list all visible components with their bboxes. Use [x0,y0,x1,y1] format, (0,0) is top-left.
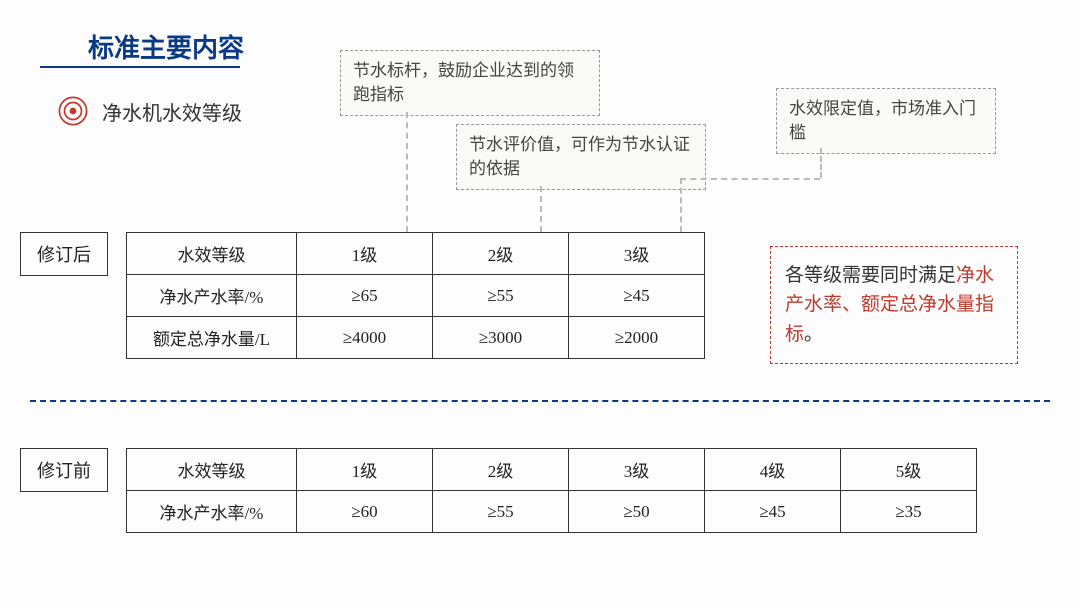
cell: 净水产水率/% [127,275,297,317]
connector-2 [540,186,542,232]
section-label: 净水机水效等级 [102,97,242,126]
connector-1 [406,112,408,232]
after-table: 水效等级 1级 2级 3级 净水产水率/% ≥65 ≥55 ≥45 额定总净水量… [126,232,705,359]
cell: ≥3000 [433,317,569,359]
cell: 1级 [297,449,433,491]
table-row: 水效等级 1级 2级 3级 4级 5级 [127,449,977,491]
cell: ≥45 [705,491,841,533]
cell: ≥4000 [297,317,433,359]
before-table-wrap: 修订前 水效等级 1级 2级 3级 4级 5级 净水产水率/% ≥60 ≥55 … [20,448,977,533]
cell: 2级 [433,449,569,491]
cell: ≥45 [569,275,705,317]
callout-2: 节水评价值，可作为节水认证的依据 [456,124,706,190]
before-label: 修订前 [20,448,108,492]
cell: ≥2000 [569,317,705,359]
cell: 3级 [569,449,705,491]
note-line1: 各等级需要同时满足 [785,265,956,286]
cell: ≥55 [433,275,569,317]
callout-1: 节水标杆，鼓励企业达到的领跑指标 [340,50,600,116]
note-box: 各等级需要同时满足净水产水率、额定总净水量指标。 [770,246,1018,364]
after-table-wrap: 修订后 水效等级 1级 2级 3级 净水产水率/% ≥65 ≥55 ≥45 额定… [20,232,705,359]
cell: ≥60 [297,491,433,533]
connector-3 [820,148,822,178]
table-row: 净水产水率/% ≥65 ≥55 ≥45 [127,275,705,317]
cell: ≥55 [433,491,569,533]
cell: 额定总净水量/L [127,317,297,359]
after-label: 修订后 [20,232,108,276]
table-row: 额定总净水量/L ≥4000 ≥3000 ≥2000 [127,317,705,359]
table-row: 水效等级 1级 2级 3级 [127,233,705,275]
section-divider [30,400,1050,402]
cell: 4级 [705,449,841,491]
target-icon [56,94,90,128]
cell: 净水产水率/% [127,491,297,533]
cell: ≥65 [297,275,433,317]
cell: 3级 [569,233,705,275]
connector-3b [680,178,820,180]
section-label-wrap: 净水机水效等级 [56,94,242,128]
callout-3: 水效限定值，市场准入门槛 [776,88,996,154]
cell: ≥35 [841,491,977,533]
before-table: 水效等级 1级 2级 3级 4级 5级 净水产水率/% ≥60 ≥55 ≥50 … [126,448,977,533]
title-underline [40,66,240,68]
cell: ≥50 [569,491,705,533]
connector-3c [680,178,682,232]
cell: 水效等级 [127,449,297,491]
cell: 1级 [297,233,433,275]
cell: 水效等级 [127,233,297,275]
note-period: 。 [804,324,823,345]
cell: 5级 [841,449,977,491]
page-title: 标准主要内容 [88,28,244,65]
table-row: 净水产水率/% ≥60 ≥55 ≥50 ≥45 ≥35 [127,491,977,533]
cell: 2级 [433,233,569,275]
